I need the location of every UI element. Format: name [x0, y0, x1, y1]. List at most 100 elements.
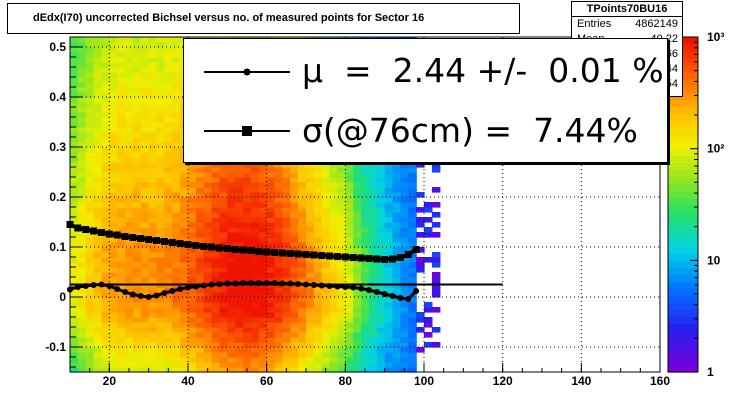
heatmap-cell	[70, 132, 79, 138]
heatmap-cell	[101, 142, 110, 148]
heatmap-cell	[93, 217, 103, 223]
heatmap-cell	[227, 257, 236, 263]
heatmap-cell	[424, 202, 433, 208]
heatmap-cell	[353, 352, 362, 358]
heatmap-cell	[290, 317, 299, 323]
heatmap-cell	[203, 267, 213, 273]
heatmap-cell	[361, 347, 370, 353]
heatmap-cell	[227, 237, 236, 243]
heatmap-cell	[211, 327, 221, 333]
heatmap-cell	[148, 147, 158, 153]
x-tick-label: 100	[414, 374, 434, 388]
heatmap-cell	[132, 367, 142, 373]
heatmap-cell	[101, 267, 110, 273]
data-point-square	[137, 235, 145, 242]
heatmap-cell	[148, 317, 158, 323]
heatmap-cell	[337, 307, 346, 313]
heatmap-cell	[172, 257, 181, 263]
heatmap-cell	[227, 272, 236, 278]
heatmap-cell	[368, 327, 378, 333]
heatmap-cell	[424, 232, 433, 238]
heatmap-cell	[258, 357, 268, 363]
heatmap-cell	[392, 207, 401, 213]
heatmap-cell	[306, 177, 315, 183]
heatmap-cell	[345, 222, 354, 228]
heatmap-cell	[345, 312, 354, 318]
heatmap-cell	[408, 177, 417, 183]
heatmap-cell	[243, 202, 252, 208]
heatmap-cell	[164, 222, 173, 228]
heatmap-cell	[172, 167, 181, 173]
colorbar-segment	[668, 162, 698, 171]
heatmap-cell	[384, 332, 394, 338]
heatmap-cell	[227, 332, 236, 338]
heatmap-cell	[117, 122, 126, 128]
heatmap-cell	[219, 262, 228, 268]
heatmap-cell	[70, 252, 79, 258]
heatmap-cell	[203, 357, 213, 363]
heatmap-cell	[368, 347, 378, 353]
heatmap-cell	[313, 362, 323, 368]
heatmap-cell	[243, 242, 252, 248]
heatmap-cell	[250, 232, 260, 238]
heatmap-cell	[77, 157, 87, 163]
heatmap-cell	[361, 227, 370, 233]
heatmap-cell	[337, 197, 346, 203]
heatmap-cell	[148, 157, 158, 163]
heatmap-cell	[235, 327, 244, 333]
heatmap-cell	[282, 182, 291, 188]
heatmap-cell	[219, 297, 228, 303]
heatmap-cell	[250, 327, 260, 333]
heatmap-cell	[235, 357, 244, 363]
heatmap-cell	[243, 252, 252, 258]
heatmap-cell	[227, 202, 236, 208]
heatmap-cell	[392, 297, 401, 303]
heatmap-cell	[188, 352, 197, 358]
heatmap-cell	[85, 207, 95, 213]
heatmap-cell	[195, 357, 205, 363]
heatmap-cell	[125, 107, 134, 113]
heatmap-cell	[250, 272, 260, 278]
heatmap-cell	[172, 237, 181, 243]
heatmap-cell	[164, 337, 173, 343]
heatmap-cell	[321, 297, 331, 303]
heatmap-cell	[211, 292, 221, 298]
data-point-square	[145, 236, 153, 243]
heatmap-cell	[227, 297, 236, 303]
heatmap-cell	[306, 267, 315, 273]
heatmap-cell	[274, 367, 283, 373]
heatmap-cell	[274, 312, 283, 318]
data-point-square	[208, 243, 216, 251]
heatmap-cell	[85, 142, 95, 148]
heatmap-cell	[250, 287, 260, 293]
heatmap-cell	[416, 317, 425, 323]
heatmap-cell	[416, 267, 425, 273]
heatmap-cell	[156, 342, 165, 348]
heatmap-cell	[235, 162, 244, 168]
heatmap-cell	[164, 247, 173, 253]
heatmap-cell	[132, 107, 142, 113]
heatmap-cell	[125, 127, 134, 133]
heatmap-cell	[384, 192, 394, 198]
heatmap-cell	[172, 97, 181, 103]
heatmap-cell	[172, 347, 181, 353]
heatmap-cell	[368, 252, 378, 258]
heatmap-cell	[148, 297, 158, 303]
heatmap-cell	[195, 322, 205, 328]
heatmap-cell	[148, 122, 158, 128]
heatmap-cell	[353, 212, 362, 218]
heatmap-cell	[156, 252, 165, 258]
heatmap-cell	[306, 307, 315, 313]
heatmap-cell	[243, 167, 252, 173]
heatmap-cell	[400, 277, 409, 283]
heatmap-cell	[140, 57, 150, 63]
heatmap-cell	[172, 92, 181, 98]
heatmap-cell	[125, 202, 134, 208]
heatmap-cell	[93, 177, 103, 183]
heatmap-cell	[93, 272, 103, 278]
heatmap-cell	[392, 162, 401, 168]
heatmap-cell	[203, 292, 213, 298]
heatmap-cell	[164, 272, 173, 278]
heatmap-cell	[250, 362, 260, 368]
heatmap-cell	[313, 207, 323, 213]
